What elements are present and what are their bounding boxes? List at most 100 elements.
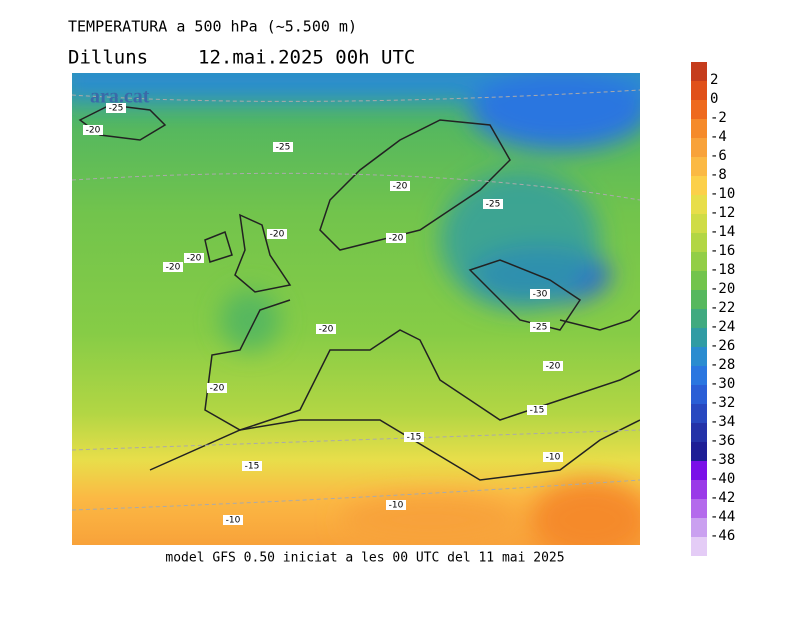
- day: Dilluns: [68, 47, 148, 69]
- contour-label: -20: [270, 230, 285, 240]
- contour-label-box: [386, 500, 406, 510]
- colorbar-swatch: [691, 309, 707, 328]
- colorbar-label: -40: [710, 471, 735, 487]
- colorbar-swatch: [691, 347, 707, 366]
- colorbar-swatch: [691, 461, 707, 480]
- title: TEMPERATURA a 500 hPa (~5.500 m): [68, 18, 357, 36]
- colorbar-swatch: [691, 328, 707, 347]
- colorbar-label: -6: [710, 148, 727, 164]
- contour-label: -25: [109, 104, 124, 114]
- colorbar-swatch: [691, 290, 707, 309]
- colorbar-swatch: [691, 81, 707, 100]
- colorbar-swatch: [691, 119, 707, 138]
- footer: model GFS 0.50 iniciat a les 00 UTC del …: [165, 551, 564, 566]
- colorbar-label: -12: [710, 205, 735, 221]
- contour-label-box: [163, 262, 183, 272]
- colorbar-label: -4: [710, 129, 727, 145]
- contour-label: -20: [86, 126, 101, 136]
- contour-label: -20: [393, 182, 408, 192]
- colorbar: 2 0 -2 -4 -6 -8 -10 -12 -14 -16 -18 -20 -22 -24 -26 -28…: [691, 62, 735, 556]
- contour-label: -25: [276, 143, 291, 153]
- colorbar-swatch: [691, 423, 707, 442]
- colorbar-label: -2: [710, 110, 727, 126]
- contour-label-box: [242, 461, 262, 471]
- contour-labels: -25-20-25-20-25-20 -20-20-20-30-20 -25-20-…: [83, 103, 563, 526]
- contour-label: -30: [533, 290, 548, 300]
- contour-label-box: [316, 324, 336, 334]
- colorbar-swatch: [691, 499, 707, 518]
- colorbar-swatch: [691, 195, 707, 214]
- colorbar-swatch: [691, 176, 707, 195]
- contour-label-box: [404, 432, 424, 442]
- watermark: ara.cat: [90, 86, 150, 108]
- contour-label-box: [527, 405, 547, 415]
- colorbar-swatch: [691, 366, 707, 385]
- contour-label-box: [543, 361, 563, 371]
- map: [72, 73, 640, 545]
- colorbar-swatch: [691, 518, 707, 537]
- colorbar-swatch: [691, 480, 707, 499]
- colorbar-label: -24: [710, 319, 735, 335]
- contour-label-box: [530, 322, 550, 332]
- contour-label: -20: [389, 234, 404, 244]
- colorbar-label: 0: [710, 91, 718, 107]
- colorbar-label: -8: [710, 167, 727, 183]
- contour-label: -20: [210, 384, 225, 394]
- contour-label: -10: [226, 516, 241, 526]
- contour-label-box: [386, 233, 406, 243]
- colorbar-swatch: [691, 442, 707, 461]
- contour-label-box: [184, 253, 204, 263]
- colorbar-swatch: [691, 157, 707, 176]
- contour-label: -15: [530, 406, 545, 416]
- colorbar-label: -32: [710, 395, 735, 411]
- contour-label: -10: [546, 453, 561, 463]
- colorbar-label: -30: [710, 376, 735, 392]
- contour-label: -25: [533, 323, 548, 333]
- colorbar-swatch: [691, 233, 707, 252]
- colorbar-label: -46: [710, 528, 735, 544]
- contour-label-box: [267, 229, 287, 239]
- colorbar-label: -16: [710, 243, 735, 259]
- contour-label-box: [483, 199, 503, 209]
- contour-label-box: [223, 515, 243, 525]
- contour-label: -15: [407, 433, 422, 443]
- contour-label: -10: [389, 501, 404, 511]
- colorbar-label: -34: [710, 414, 735, 430]
- colorbar-swatch: [691, 252, 707, 271]
- colorbar-label: -38: [710, 452, 735, 468]
- colorbar-label: -44: [710, 509, 735, 525]
- colorbar-label: -22: [710, 300, 735, 316]
- colorbar-swatch: [691, 214, 707, 233]
- contour-label-box: [390, 181, 410, 191]
- colorbar-swatch: [691, 537, 707, 556]
- colorbar-swatch: [691, 385, 707, 404]
- colorbar-label: -28: [710, 357, 735, 373]
- colorbar-swatch: [691, 271, 707, 290]
- contour-label: -20: [166, 263, 181, 273]
- colorbar-label: -14: [710, 224, 735, 240]
- colorbar-label: -36: [710, 433, 735, 449]
- contour-label-box: [207, 383, 227, 393]
- colorbar-label: -10: [710, 186, 735, 202]
- contour-label: -20: [546, 362, 561, 372]
- colorbar-label: 2: [710, 72, 718, 88]
- contour-label-box: [530, 289, 550, 299]
- colorbar-swatch: [691, 100, 707, 119]
- colorbar-swatch: [691, 404, 707, 423]
- date: 12.mai.2025 00h UTC: [198, 47, 415, 69]
- contour-label: -25: [486, 200, 501, 210]
- contour-label: -15: [245, 462, 260, 472]
- colorbar-label: -26: [710, 338, 735, 354]
- contour-label-box: [83, 125, 103, 135]
- contour-label-box: [273, 142, 293, 152]
- colorbar-label: -18: [710, 262, 735, 278]
- colorbar-label: -20: [710, 281, 735, 297]
- contour-label-box: [106, 103, 126, 113]
- contour-label: -20: [187, 254, 202, 264]
- colorbar-swatch: [691, 138, 707, 157]
- colorbar-swatch: [691, 62, 707, 81]
- contour-label: -20: [319, 325, 334, 335]
- contour-label-box: [543, 452, 563, 462]
- colorbar-label: -42: [710, 490, 735, 506]
